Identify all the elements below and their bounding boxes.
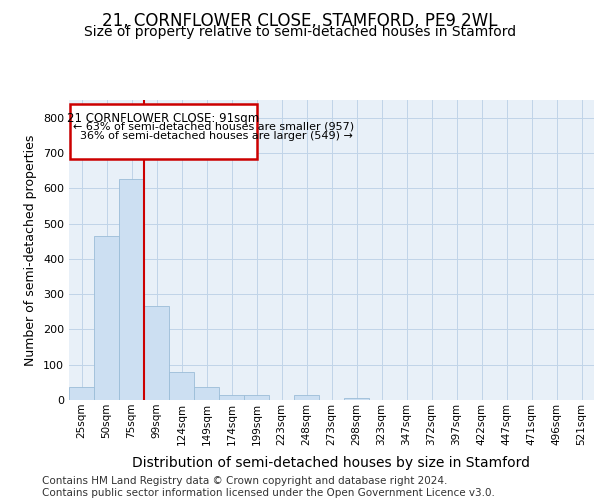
Text: Size of property relative to semi-detached houses in Stamford: Size of property relative to semi-detach…	[84, 25, 516, 39]
FancyBboxPatch shape	[70, 104, 257, 160]
Bar	[144, 306, 169, 400]
Text: Contains HM Land Registry data © Crown copyright and database right 2024.
Contai: Contains HM Land Registry data © Crown c…	[42, 476, 495, 498]
Bar	[69, 386, 94, 400]
Bar	[194, 387, 219, 400]
Bar	[119, 180, 144, 400]
Y-axis label: Number of semi-detached properties: Number of semi-detached properties	[25, 134, 37, 366]
Bar	[94, 236, 119, 400]
Bar	[219, 394, 244, 400]
Text: 21 CORNFLOWER CLOSE: 91sqm: 21 CORNFLOWER CLOSE: 91sqm	[67, 112, 259, 126]
Bar	[344, 398, 369, 400]
Text: ← 63% of semi-detached houses are smaller (957): ← 63% of semi-detached houses are smalle…	[73, 122, 355, 132]
Bar	[244, 394, 269, 400]
Text: 21, CORNFLOWER CLOSE, STAMFORD, PE9 2WL: 21, CORNFLOWER CLOSE, STAMFORD, PE9 2WL	[102, 12, 498, 30]
Text: 36% of semi-detached houses are larger (549) →: 36% of semi-detached houses are larger (…	[73, 131, 353, 141]
Bar	[169, 372, 194, 400]
X-axis label: Distribution of semi-detached houses by size in Stamford: Distribution of semi-detached houses by …	[133, 456, 530, 470]
Bar	[294, 394, 319, 400]
